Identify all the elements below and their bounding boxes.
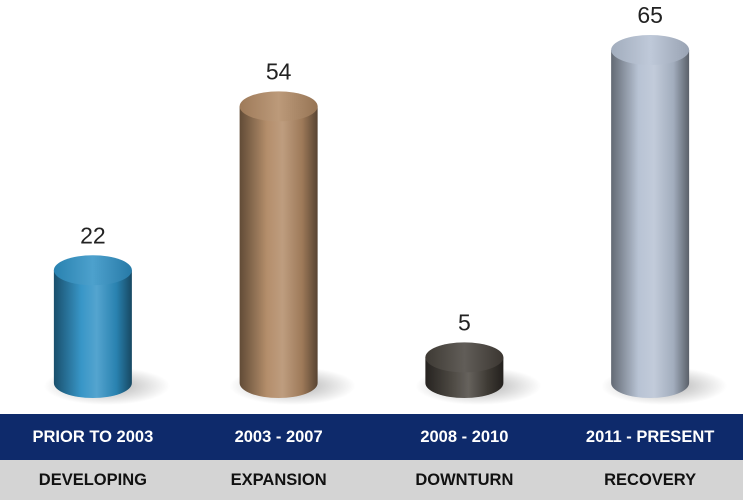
value-label-downturn: 5: [458, 309, 471, 335]
bar-top-recovery: [611, 35, 690, 65]
period-label-prior-2003: PRIOR TO 2003: [32, 427, 154, 446]
phase-label-recovery: RECOVERY: [604, 470, 697, 489]
period-label-2003-2007: 2003 - 2007: [234, 427, 323, 446]
bar-body-expansion: [239, 106, 318, 399]
value-label-expansion: 54: [266, 58, 292, 84]
bar-recovery: [611, 35, 690, 399]
bar-body-developing: [53, 270, 132, 399]
phase-label-expansion: EXPANSION: [230, 470, 327, 489]
phase-row: DEVELOPING EXPANSION DOWNTURN RECOVERY: [0, 460, 743, 500]
period-row: PRIOR TO 2003 2003 - 2007 2008 - 2010 20…: [0, 414, 743, 460]
bar-body-recovery: [611, 50, 690, 399]
phase-label-developing: DEVELOPING: [38, 470, 147, 489]
bar-top-developing: [53, 255, 132, 286]
bar-downturn: [425, 342, 504, 399]
bar-top-expansion: [239, 91, 318, 122]
period-label-2011-present: 2011 - PRESENT: [585, 427, 715, 446]
data-labels: 22 54 5 65: [80, 2, 663, 335]
bar-developing: [53, 255, 132, 399]
value-label-developing: 22: [80, 222, 106, 248]
bar-expansion: [239, 91, 318, 399]
bars: [53, 35, 690, 399]
phase-label-downturn: DOWNTURN: [415, 470, 514, 489]
value-label-recovery: 65: [637, 2, 663, 28]
period-label-2008-2010: 2008 - 2010: [420, 427, 509, 446]
bar-top-downturn: [425, 342, 504, 373]
bar-chart: 22 54 5 65: [43, 2, 728, 405]
